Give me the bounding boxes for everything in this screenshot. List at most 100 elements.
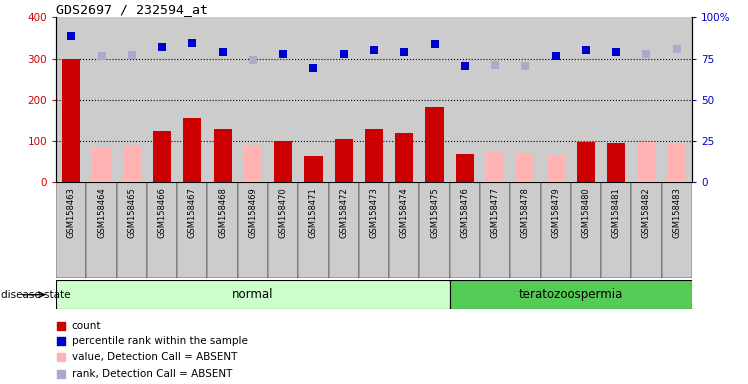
Point xyxy=(429,41,441,47)
Bar xyxy=(389,17,420,182)
Point xyxy=(459,63,470,69)
Bar xyxy=(334,139,353,182)
Point xyxy=(519,63,531,69)
Bar xyxy=(389,182,420,278)
Point xyxy=(307,65,319,71)
Text: GSM158463: GSM158463 xyxy=(67,187,76,238)
Bar xyxy=(177,17,207,182)
Point xyxy=(640,51,652,57)
Bar xyxy=(268,182,298,278)
Bar xyxy=(601,182,631,278)
Point xyxy=(186,40,198,46)
Text: normal: normal xyxy=(232,288,274,301)
Bar xyxy=(420,17,450,182)
Point xyxy=(96,53,108,59)
Bar xyxy=(56,280,450,309)
Bar xyxy=(123,146,141,182)
Point xyxy=(156,44,168,50)
Bar xyxy=(426,107,444,182)
Bar xyxy=(93,147,111,182)
Text: GSM158475: GSM158475 xyxy=(430,187,439,238)
Point xyxy=(217,49,229,55)
Bar xyxy=(395,133,414,182)
Point xyxy=(55,371,67,377)
Bar xyxy=(298,17,328,182)
Bar xyxy=(56,182,86,278)
Bar xyxy=(510,182,541,278)
Bar xyxy=(328,17,359,182)
Point xyxy=(55,354,67,360)
Bar xyxy=(147,17,177,182)
Bar xyxy=(450,280,692,309)
Bar xyxy=(631,17,662,182)
Point xyxy=(671,46,683,53)
Bar xyxy=(571,182,601,278)
Bar xyxy=(238,17,268,182)
Bar xyxy=(359,182,389,278)
Bar xyxy=(662,17,692,182)
Point xyxy=(65,33,77,39)
Text: GSM158473: GSM158473 xyxy=(370,187,378,238)
Point xyxy=(398,49,410,55)
Bar xyxy=(541,182,571,278)
Bar xyxy=(637,142,655,182)
Bar xyxy=(328,182,359,278)
Point xyxy=(338,51,350,58)
Point xyxy=(489,62,501,68)
Text: GSM158470: GSM158470 xyxy=(279,187,288,238)
Bar xyxy=(238,182,268,278)
Text: GSM158469: GSM158469 xyxy=(248,187,257,238)
Bar xyxy=(450,182,480,278)
Bar xyxy=(547,156,565,182)
Bar xyxy=(304,156,322,182)
Text: GSM158479: GSM158479 xyxy=(551,187,560,238)
Point xyxy=(550,53,562,60)
Bar xyxy=(268,17,298,182)
Text: GSM158467: GSM158467 xyxy=(188,187,197,238)
Bar xyxy=(147,182,177,278)
Bar xyxy=(183,118,201,182)
Bar xyxy=(153,131,171,182)
Text: GSM158471: GSM158471 xyxy=(309,187,318,238)
Text: GSM158474: GSM158474 xyxy=(399,187,408,238)
Bar xyxy=(274,141,292,182)
Bar xyxy=(607,143,625,182)
Bar xyxy=(117,17,147,182)
Text: GSM158464: GSM158464 xyxy=(97,187,106,238)
Text: GSM158478: GSM158478 xyxy=(521,187,530,238)
Bar xyxy=(668,143,686,182)
Bar xyxy=(577,142,595,182)
Text: percentile rank within the sample: percentile rank within the sample xyxy=(72,336,248,346)
Text: GSM158466: GSM158466 xyxy=(158,187,167,238)
Bar xyxy=(207,17,238,182)
Bar xyxy=(601,17,631,182)
Bar xyxy=(456,154,474,182)
Point xyxy=(580,47,592,53)
Bar xyxy=(631,182,662,278)
Point xyxy=(55,338,67,344)
Bar xyxy=(541,17,571,182)
Bar xyxy=(207,182,238,278)
Bar xyxy=(480,17,510,182)
Point xyxy=(126,52,138,58)
Bar xyxy=(56,17,86,182)
Text: teratozoospermia: teratozoospermia xyxy=(518,288,623,301)
Bar xyxy=(177,182,207,278)
Text: GSM158480: GSM158480 xyxy=(581,187,590,238)
Text: count: count xyxy=(72,321,101,331)
Text: value, Detection Call = ABSENT: value, Detection Call = ABSENT xyxy=(72,352,237,362)
Bar xyxy=(86,17,117,182)
Bar xyxy=(298,182,328,278)
Point xyxy=(55,323,67,329)
Point xyxy=(247,57,259,63)
Bar xyxy=(62,59,80,182)
Bar xyxy=(571,17,601,182)
Bar xyxy=(480,182,510,278)
Text: GSM158468: GSM158468 xyxy=(218,187,227,238)
Bar xyxy=(117,182,147,278)
Text: GSM158482: GSM158482 xyxy=(642,187,651,238)
Text: GDS2697 / 232594_at: GDS2697 / 232594_at xyxy=(56,3,208,16)
Text: GSM158481: GSM158481 xyxy=(612,187,621,238)
Bar xyxy=(486,151,504,182)
Bar xyxy=(359,17,389,182)
